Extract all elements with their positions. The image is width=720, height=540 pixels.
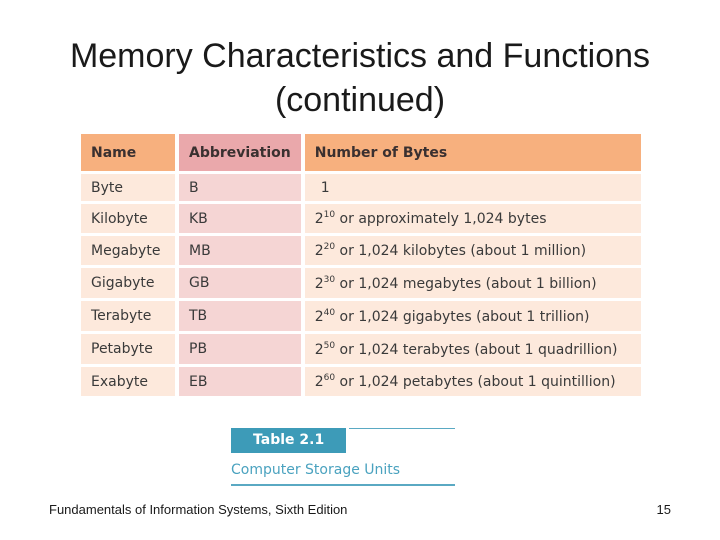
- table-body: Byte B 1 Kilobyte KB 210 or approximately 1,0…: [81, 171, 641, 396]
- slide-title-line1: Memory Characteristics and Functions: [69, 37, 651, 75]
- cell-abbreviation: KB: [175, 201, 301, 233]
- slide-title-line2: (continued): [274, 81, 446, 119]
- footer-book-title: Fundamentals of Information Systems, Six…: [49, 502, 348, 517]
- cell-name: Megabyte: [81, 233, 175, 265]
- cell-abbreviation: EB: [175, 364, 301, 396]
- cell-name: Kilobyte: [81, 201, 175, 233]
- cell-name: Byte: [81, 171, 175, 201]
- storage-units-table: Name Abbreviation Number of Bytes Byte B 1…: [81, 134, 641, 396]
- bytes-base: 2: [314, 211, 324, 227]
- cell-name: Exabyte: [81, 364, 175, 396]
- bytes-base: 2: [314, 341, 324, 358]
- cell-name: Petabyte: [81, 331, 175, 364]
- cell-number-of-bytes: 250 or 1,024 terabytes (about 1 quadrill…: [300, 331, 641, 364]
- table-row: Kilobyte KB 210 or approximately 1,024 byt…: [81, 201, 641, 233]
- bytes-exponent: 60: [323, 373, 336, 383]
- table-row: Byte B 1: [81, 171, 641, 201]
- cell-abbreviation: MB: [175, 233, 301, 265]
- table-header-row: Name Abbreviation Number of Bytes: [81, 134, 641, 171]
- cell-name: Terabyte: [81, 298, 175, 331]
- slide-title: Memory Characteristics and Functions (co…: [0, 34, 720, 122]
- cell-number-of-bytes: 1: [300, 171, 641, 201]
- bytes-base: 2: [314, 243, 324, 259]
- bytes-description: or 1,024 terabytes (about 1 quadrillion): [335, 341, 618, 358]
- header-number-of-bytes: Number of Bytes: [300, 134, 641, 171]
- caption-bottom-rule: [231, 484, 455, 486]
- footer-page-number: 15: [656, 502, 671, 517]
- table-row: Megabyte MB 220 or 1,024 kilobytes (about …: [81, 233, 641, 265]
- bytes-description: or 1,024 megabytes (about 1 billion): [335, 275, 597, 292]
- cell-number-of-bytes: 230 or 1,024 megabytes (about 1 billion): [300, 265, 641, 298]
- cell-number-of-bytes: 260 or 1,024 petabytes (about 1 quintill…: [300, 364, 641, 396]
- cell-number-of-bytes: 220 or 1,024 kilobytes (about 1 million): [300, 233, 641, 265]
- bytes-base: 1: [320, 179, 330, 196]
- bytes-base: 2: [314, 374, 324, 390]
- bytes-exponent: 50: [323, 340, 336, 351]
- bytes-description: or 1,024 gigabytes (about 1 trillion): [335, 308, 590, 325]
- header-name: Name: [81, 134, 175, 171]
- table-row: Gigabyte GB 230 or 1,024 megabytes (about …: [81, 265, 641, 298]
- cell-abbreviation: TB: [175, 298, 301, 331]
- bytes-description: or 1,024 petabytes (about 1 quintillion): [335, 374, 616, 390]
- table-row: Terabyte TB 240 or 1,024 gigabytes (about …: [81, 298, 641, 331]
- table-row: Petabyte PB 250 or 1,024 terabytes (about …: [81, 331, 641, 364]
- table-row: Exabyte EB 260 or 1,024 petabytes (about 1…: [81, 364, 641, 396]
- bytes-exponent: 30: [323, 274, 336, 285]
- bytes-exponent: 40: [323, 307, 336, 318]
- bytes-description: or approximately 1,024 bytes: [335, 211, 547, 227]
- table-caption: Table 2.1 Computer Storage Units: [231, 428, 455, 486]
- cell-abbreviation: PB: [175, 331, 301, 364]
- cell-abbreviation: GB: [175, 265, 301, 298]
- bytes-exponent: 20: [323, 242, 336, 252]
- cell-abbreviation: B: [175, 171, 301, 201]
- bytes-base: 2: [314, 308, 324, 325]
- caption-text: Computer Storage Units: [231, 462, 401, 478]
- cell-number-of-bytes: 240 or 1,024 gigabytes (about 1 trillion…: [300, 298, 641, 331]
- bytes-exponent: 10: [323, 210, 336, 220]
- cell-name: Gigabyte: [81, 265, 175, 298]
- caption-label: Table 2.1: [231, 428, 347, 453]
- header-abbreviation: Abbreviation: [175, 134, 301, 171]
- caption-top-rule: [349, 428, 455, 429]
- bytes-base: 2: [314, 275, 324, 292]
- bytes-description: or 1,024 kilobytes (about 1 million): [335, 243, 587, 259]
- cell-number-of-bytes: 210 or approximately 1,024 bytes: [300, 201, 641, 233]
